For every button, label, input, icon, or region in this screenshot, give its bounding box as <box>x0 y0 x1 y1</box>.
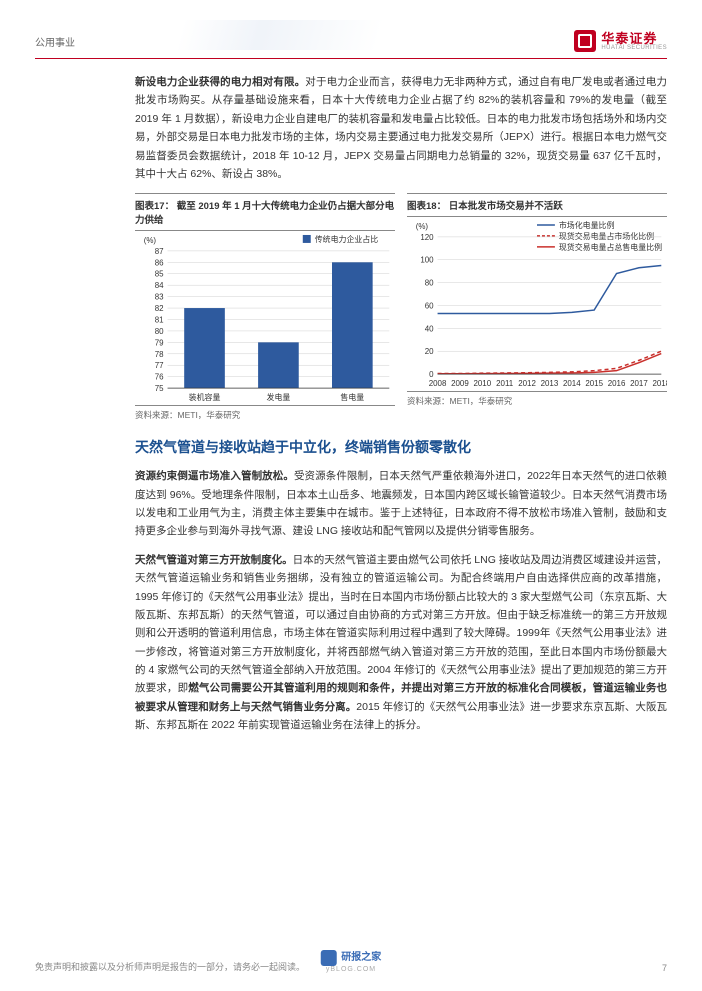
svg-text:83: 83 <box>155 293 164 302</box>
svg-text:85: 85 <box>155 270 164 279</box>
svg-text:78: 78 <box>155 350 164 359</box>
svg-text:87: 87 <box>155 247 164 256</box>
logo-block: 华泰证券 HUATAI SECURITIES <box>574 30 667 52</box>
svg-text:40: 40 <box>425 325 434 334</box>
svg-text:80: 80 <box>155 327 164 336</box>
charts-row: 图表17： 截至 2019 年 1 月十大传统电力企业仍占据大部分电力供给 (%… <box>135 193 667 421</box>
para3-lead: 天然气管道对第三方开放制度化。 <box>135 554 293 566</box>
page-footer: 免责声明和披露以及分析师声明是报告的一部分，请务必一起阅读。 研报之家 yBLO… <box>35 960 667 973</box>
svg-text:2017: 2017 <box>630 379 648 388</box>
svg-text:装机容量: 装机容量 <box>189 392 221 402</box>
svg-text:75: 75 <box>155 384 164 393</box>
svg-text:77: 77 <box>155 361 164 370</box>
intro-paragraph: 新设电力企业获得的电力相对有限。对于电力企业而言，获得电力无非两种方式，通过自有… <box>135 73 667 183</box>
header-category: 公用事业 <box>35 34 75 49</box>
para3: 天然气管道对第三方开放制度化。日本的天然气管道主要由燃气公司依托 LNG 接收站… <box>135 551 667 735</box>
chart17-source: 资料来源：METI，华泰研究 <box>135 405 395 421</box>
chart17-title: 图表17： 截至 2019 年 1 月十大传统电力企业仍占据大部分电力供给 <box>135 193 395 226</box>
svg-text:100: 100 <box>420 256 434 265</box>
para2-lead: 资源约束倒逼市场准入管制放松。 <box>135 470 294 482</box>
chart18-source: 资料来源：METI，华泰研究 <box>407 391 667 407</box>
svg-text:120: 120 <box>420 233 434 242</box>
page-number: 7 <box>662 963 667 973</box>
svg-text:2008: 2008 <box>429 379 447 388</box>
svg-text:2015: 2015 <box>585 379 603 388</box>
svg-text:2011: 2011 <box>496 379 514 388</box>
logo-cn: 华泰证券 <box>601 32 667 45</box>
chart18-grid: 0 20 40 60 80 100 120 <box>420 233 661 379</box>
para2: 资源约束倒逼市场准入管制放松。受资源条件限制，日本天然气严重依赖海外进口，202… <box>135 467 667 541</box>
svg-text:84: 84 <box>155 281 164 290</box>
logo-text: 华泰证券 HUATAI SECURITIES <box>601 32 667 51</box>
chart18-area: (%) 市场化电量比例现货交易电量占市场化比例现货交易电量占总售电量比例 020… <box>407 216 667 391</box>
svg-text:发电量: 发电量 <box>267 392 291 402</box>
footer-watermark: 研报之家 yBLOG.COM <box>321 948 382 973</box>
chart18-xcats: 2008 2009 2010 2011 2012 2013 2014 2015 2016 2017… <box>429 379 667 388</box>
chart18-svg: (%) 市场化电量比例现货交易电量占市场化比例现货交易电量占总售电量比例 020… <box>407 217 667 391</box>
svg-text:76: 76 <box>155 373 164 382</box>
chart17-legend-swatch <box>303 235 311 243</box>
svg-text:81: 81 <box>155 316 164 325</box>
svg-text:市场化电量比例: 市场化电量比例 <box>559 220 615 230</box>
logo-icon <box>574 30 596 52</box>
watermark-icon <box>321 950 337 966</box>
svg-text:20: 20 <box>425 347 434 356</box>
svg-text:2016: 2016 <box>608 379 626 388</box>
chart18-ylabel: (%) <box>416 222 429 231</box>
svg-text:2012: 2012 <box>518 379 536 388</box>
svg-text:79: 79 <box>155 339 164 348</box>
svg-text:2009: 2009 <box>451 379 469 388</box>
svg-text:60: 60 <box>425 302 434 311</box>
chart18-box: 图表18： 日本批发市场交易并不活跃 (%) 市场化电量比例现货交易电量占市场化… <box>407 193 667 421</box>
chart17-legend-text: 传统电力企业占比 <box>315 234 379 244</box>
footer-disclaimer: 免责声明和披露以及分析师声明是报告的一部分，请务必一起阅读。 <box>35 960 305 973</box>
svg-text:现货交易电量占市场化比例: 现货交易电量占市场化比例 <box>559 231 654 241</box>
watermark-text: 研报之家 <box>341 952 381 963</box>
svg-text:2013: 2013 <box>541 379 559 388</box>
svg-text:现货交易电量占总售电量比例: 现货交易电量占总售电量比例 <box>559 242 662 252</box>
section-title: 天然气管道与接收站趋于中立化，终端销售份额零散化 <box>135 437 667 457</box>
svg-text:2018: 2018 <box>652 379 667 388</box>
svg-text:0: 0 <box>429 370 434 379</box>
chart17-bars <box>184 263 372 389</box>
intro-lead: 新设电力企业获得的电力相对有限。 <box>135 76 305 88</box>
chart17-ylabel: (%) <box>144 236 157 245</box>
content-area: 新设电力企业获得的电力相对有限。对于电力企业而言，获得电力无非两种方式，通过自有… <box>35 73 667 735</box>
header-decoration <box>176 20 384 50</box>
chart18-series <box>438 266 662 374</box>
chart17-svg: (%) 传统电力企业占比 75767778798081828384858687 … <box>135 231 395 405</box>
intro-text: 对于电力企业而言，获得电力无非两种方式，通过自有电厂发电或者通过电力批发市场购买… <box>135 76 667 180</box>
svg-text:82: 82 <box>155 304 164 313</box>
chart17-area: (%) 传统电力企业占比 75767778798081828384858687 … <box>135 230 395 405</box>
chart18-title: 图表18： 日本批发市场交易并不活跃 <box>407 193 667 212</box>
para3-text-a: 日本的天然气管道主要由燃气公司依托 LNG 接收站及周边消费区域建设并运营，天然… <box>135 554 667 695</box>
svg-text:2014: 2014 <box>563 379 581 388</box>
chart17-xcats: 装机容量 发电量 售电量 <box>189 392 365 402</box>
logo-en: HUATAI SECURITIES <box>601 45 667 51</box>
svg-text:2010: 2010 <box>473 379 491 388</box>
chart17-box: 图表17： 截至 2019 年 1 月十大传统电力企业仍占据大部分电力供给 (%… <box>135 193 395 421</box>
svg-text:86: 86 <box>155 259 164 268</box>
svg-text:80: 80 <box>425 279 434 288</box>
svg-text:售电量: 售电量 <box>340 392 364 402</box>
watermark-sub: yBLOG.COM <box>321 966 382 973</box>
page-container: 公用事业 华泰证券 HUATAI SECURITIES 新设电力企业获得的电力相… <box>0 0 702 765</box>
chart18-legend: 市场化电量比例现货交易电量占市场化比例现货交易电量占总售电量比例 <box>537 220 662 252</box>
